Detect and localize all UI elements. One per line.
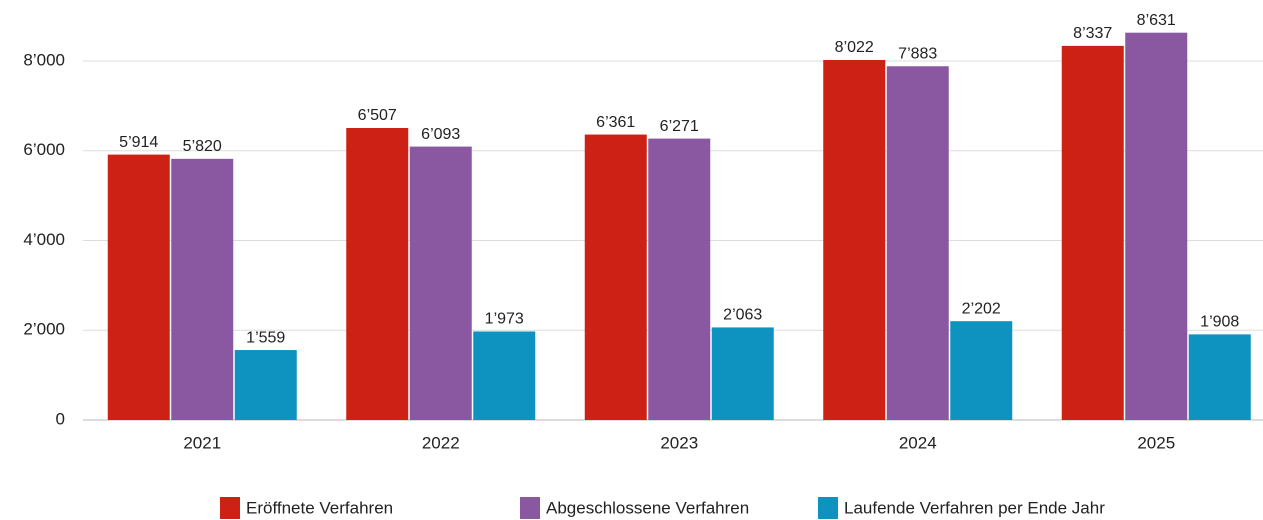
legend-swatch	[818, 497, 838, 519]
bar	[409, 146, 472, 420]
bar	[171, 158, 234, 420]
value-label: 1’559	[246, 329, 285, 346]
y-tick-label: 8’000	[23, 50, 65, 69]
bar	[473, 331, 536, 420]
legend-label: Laufende Verfahren per Ende Jahr	[844, 498, 1105, 517]
x-tick-label: 2022	[422, 433, 460, 452]
legend-label: Eröffnete Verfahren	[246, 498, 393, 517]
value-label: 8’337	[1073, 25, 1112, 42]
value-label: 1’973	[485, 311, 524, 328]
value-label: 5’820	[183, 138, 222, 155]
bar	[711, 327, 774, 420]
value-label: 6’093	[421, 126, 460, 143]
x-tick-label: 2024	[899, 433, 937, 452]
bar	[1188, 334, 1251, 420]
x-tick-label: 2021	[183, 433, 221, 452]
legend-swatch	[220, 497, 240, 519]
x-tick-label: 2025	[1137, 433, 1175, 452]
bar	[886, 66, 949, 421]
x-tick-label: 2023	[660, 433, 698, 452]
y-tick-label: 0	[56, 409, 65, 428]
bar	[823, 60, 886, 420]
value-label: 2’202	[962, 300, 1001, 317]
value-label: 1’908	[1200, 314, 1239, 331]
legend-swatch	[520, 497, 540, 519]
bar	[648, 138, 711, 421]
y-tick-label: 6’000	[23, 140, 65, 159]
bar	[234, 350, 297, 420]
y-tick-label: 2’000	[23, 320, 65, 339]
value-label: 8’022	[835, 39, 874, 56]
bar	[107, 154, 170, 420]
value-label: 6’271	[660, 118, 699, 135]
bar	[1125, 32, 1188, 421]
bar	[346, 127, 409, 420]
value-label: 6’507	[358, 107, 397, 124]
value-label: 5’914	[119, 134, 158, 151]
value-label: 8’631	[1137, 12, 1176, 29]
bar	[1061, 45, 1124, 420]
value-label: 7’883	[898, 45, 937, 62]
bar	[584, 134, 647, 421]
value-label: 2’063	[723, 307, 762, 324]
y-tick-label: 4’000	[23, 230, 65, 249]
legend-label: Abgeschlossene Verfahren	[546, 498, 749, 517]
value-label: 6’361	[596, 114, 635, 131]
bar	[950, 321, 1013, 420]
